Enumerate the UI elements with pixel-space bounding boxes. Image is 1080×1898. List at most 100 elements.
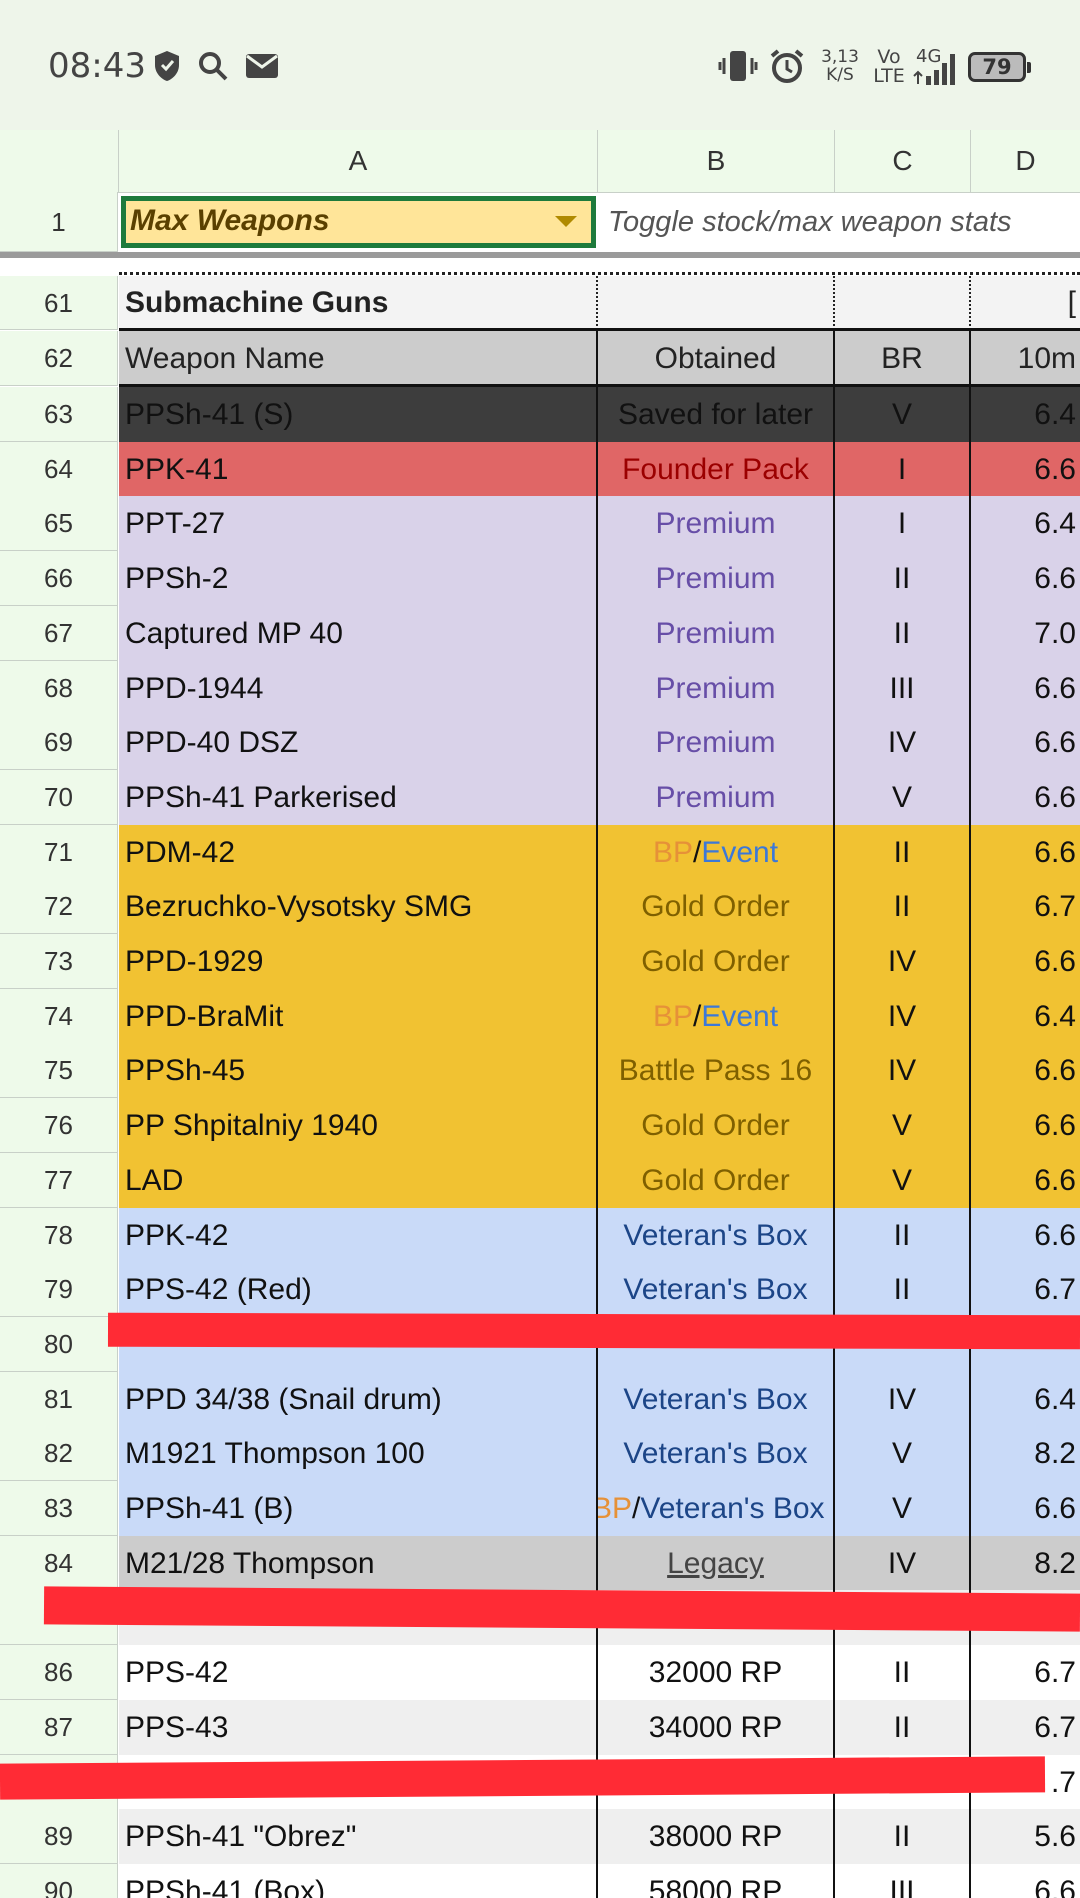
row-number[interactable]: 65: [0, 496, 118, 552]
obtained-cell[interactable]: 34000 RP: [598, 1699, 835, 1755]
stat-cell[interactable]: 6.7: [971, 1699, 1080, 1755]
obtained-cell[interactable]: 58000 RP: [598, 1863, 835, 1898]
obtained-cell[interactable]: Gold Order: [598, 1152, 835, 1208]
obtained-cell[interactable]: 32000 RP: [598, 1645, 835, 1701]
weapon-name-cell[interactable]: PPSh-41 "Obrez": [119, 1809, 598, 1865]
weapon-name-cell[interactable]: PPSh-41 Parkerised: [119, 769, 598, 825]
obtained-cell[interactable]: Veteran's Box: [598, 1262, 835, 1318]
row-number[interactable]: 81: [0, 1371, 118, 1427]
stat-cell[interactable]: 6.6: [971, 660, 1080, 716]
select-all-corner[interactable]: [0, 130, 119, 192]
weapon-name-cell[interactable]: PPD-1944: [119, 660, 598, 716]
stat-cell[interactable]: 6.4: [971, 387, 1080, 442]
weapon-name-cell[interactable]: PPT-27: [119, 496, 598, 552]
row-number[interactable]: 71: [0, 824, 118, 880]
stat-cell[interactable]: 6.4: [971, 1371, 1080, 1427]
weapon-name-cell[interactable]: LAD: [119, 1152, 598, 1208]
weapon-name-cell[interactable]: PPD-BraMit: [119, 988, 598, 1044]
br-cell[interactable]: II: [835, 551, 971, 607]
section-cell-b[interactable]: [598, 276, 835, 330]
row-number[interactable]: 69: [0, 715, 118, 771]
row-number[interactable]: 78: [0, 1207, 118, 1263]
obtained-cell[interactable]: Veteran's Box: [598, 1426, 835, 1482]
obtained-cell[interactable]: Legacy: [598, 1535, 835, 1591]
stat-cell[interactable]: 8.2: [971, 1535, 1080, 1591]
br-cell[interactable]: II: [835, 1809, 971, 1865]
obtained-cell[interactable]: Founder Pack: [598, 441, 835, 497]
obtained-cell[interactable]: Saved for later: [598, 387, 835, 442]
br-cell[interactable]: IV: [835, 715, 971, 771]
stat-cell[interactable]: 6.4: [971, 988, 1080, 1044]
weapon-name-cell[interactable]: PPS-42: [119, 1645, 598, 1701]
row-number[interactable]: 79: [0, 1262, 118, 1318]
br-cell[interactable]: V: [835, 1152, 971, 1208]
stat-cell[interactable]: 6.6: [971, 715, 1080, 771]
weapon-name-cell[interactable]: PPK-41: [119, 441, 598, 497]
weapon-name-cell[interactable]: M21/28 Thompson: [119, 1535, 598, 1591]
br-cell[interactable]: IV: [835, 988, 971, 1044]
obtained-cell[interactable]: Premium: [598, 605, 835, 661]
row-number[interactable]: 82: [0, 1426, 118, 1482]
row-number[interactable]: 1: [0, 192, 118, 252]
stat-cell[interactable]: 6.6: [971, 1207, 1080, 1263]
row-number[interactable]: 80: [0, 1316, 118, 1372]
row-number[interactable]: 83: [0, 1481, 118, 1536]
br-cell[interactable]: V: [835, 1098, 971, 1154]
br-cell[interactable]: II: [835, 879, 971, 935]
br-cell[interactable]: II: [835, 605, 971, 661]
row-number[interactable]: 73: [0, 934, 118, 989]
br-cell[interactable]: V: [835, 769, 971, 825]
section-cell-d[interactable]: [: [971, 276, 1080, 330]
obtained-cell[interactable]: Premium: [598, 551, 835, 607]
row-number[interactable]: 67: [0, 605, 118, 661]
weapon-name-cell[interactable]: PPSh-45: [119, 1043, 598, 1099]
row-number[interactable]: 72: [0, 879, 118, 935]
stat-cell[interactable]: 6.7: [971, 1645, 1080, 1701]
br-cell[interactable]: I: [835, 441, 971, 497]
header-obtained[interactable]: Obtained: [598, 331, 835, 386]
weapon-name-cell[interactable]: PPSh-41 (B): [119, 1481, 598, 1536]
header-br[interactable]: BR: [835, 331, 971, 386]
row-number[interactable]: 70: [0, 769, 118, 825]
row-number[interactable]: 90: [0, 1863, 118, 1898]
row-number[interactable]: 84: [0, 1535, 118, 1591]
obtained-cell[interactable]: Gold Order: [598, 879, 835, 935]
weapon-mode-dropdown[interactable]: Max Weapons: [121, 196, 596, 248]
obtained-cell[interactable]: BP/Veteran's Box: [598, 1481, 835, 1536]
section-title[interactable]: Submachine Guns: [119, 276, 598, 330]
br-cell[interactable]: II: [835, 1262, 971, 1318]
obtained-cell[interactable]: Gold Order: [598, 934, 835, 989]
weapon-name-cell[interactable]: PPS-42 (Red): [119, 1262, 598, 1318]
obtained-cell[interactable]: Veteran's Box: [598, 1207, 835, 1263]
stat-cell[interactable]: 6.7: [971, 879, 1080, 935]
row-number[interactable]: 86: [0, 1645, 118, 1701]
stat-cell[interactable]: 8.2: [971, 1426, 1080, 1482]
weapon-name-cell[interactable]: PPD-40 DSZ: [119, 715, 598, 771]
stat-cell[interactable]: 6.6: [971, 1043, 1080, 1099]
br-cell[interactable]: II: [835, 1699, 971, 1755]
header-weapon-name[interactable]: Weapon Name: [119, 331, 598, 386]
stat-cell[interactable]: 7.0: [971, 605, 1080, 661]
obtained-cell[interactable]: Veteran's Box: [598, 1371, 835, 1427]
header-stat[interactable]: 10m: [971, 331, 1080, 386]
column-header-d[interactable]: D: [1015, 145, 1036, 176]
br-cell[interactable]: III: [835, 660, 971, 716]
row-number[interactable]: 77: [0, 1152, 118, 1208]
weapon-name-cell[interactable]: PPSh-41 (Box): [119, 1863, 598, 1898]
stat-cell[interactable]: 5.6: [971, 1809, 1080, 1865]
obtained-cell[interactable]: Premium: [598, 660, 835, 716]
stat-cell[interactable]: 6.6: [971, 1152, 1080, 1208]
row-number[interactable]: 87: [0, 1699, 118, 1755]
br-cell[interactable]: IV: [835, 1535, 971, 1591]
obtained-cell[interactable]: BP/Event: [598, 988, 835, 1044]
row-number[interactable]: 62: [0, 331, 118, 386]
br-cell[interactable]: II: [835, 824, 971, 880]
spreadsheet-grid[interactable]: A B C D 1 Max Weapons Toggle stock/max w…: [0, 130, 1080, 1898]
freeze-divider[interactable]: [0, 252, 1080, 258]
br-cell[interactable]: III: [835, 1863, 971, 1898]
br-cell[interactable]: II: [835, 1207, 971, 1263]
br-cell[interactable]: IV: [835, 1043, 971, 1099]
stat-cell[interactable]: 6.6: [971, 1481, 1080, 1536]
obtained-cell[interactable]: 38000 RP: [598, 1809, 835, 1865]
stat-cell[interactable]: 6.4: [971, 496, 1080, 552]
